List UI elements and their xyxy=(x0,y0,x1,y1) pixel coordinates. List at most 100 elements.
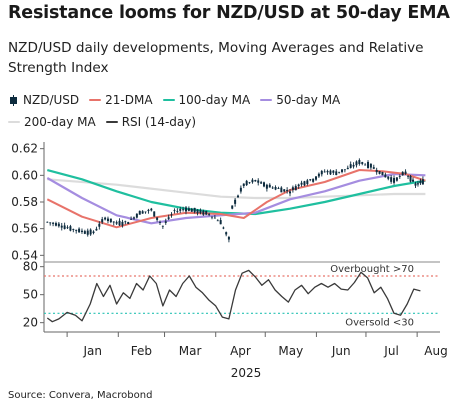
candle-body xyxy=(118,220,121,226)
candle-body xyxy=(234,199,237,204)
legend-label-ma200: 200-day MA xyxy=(24,115,96,129)
candle-body xyxy=(92,231,95,234)
candle-body xyxy=(109,218,112,223)
y-tick-label: 0.58 xyxy=(11,195,38,209)
candle-body xyxy=(52,222,55,224)
candlestick-icon xyxy=(10,94,17,106)
rsi-line xyxy=(46,269,421,323)
candle-body xyxy=(358,160,361,164)
candle-body xyxy=(361,162,364,164)
candle-body xyxy=(158,222,161,223)
legend-label-dma21: 21-DMA xyxy=(105,93,153,107)
candle-body xyxy=(219,220,222,225)
legend: NZD/USD 21-DMA 100-day MA 50-day MA 200-… xyxy=(8,93,388,129)
candle-body xyxy=(199,210,202,214)
y-tick-label: 0.62 xyxy=(11,142,38,156)
candle-body xyxy=(341,169,344,172)
candle-body xyxy=(115,222,118,224)
x-tick-label: Aug xyxy=(424,344,447,358)
candle-body xyxy=(83,231,86,234)
candle-body xyxy=(315,176,318,180)
candle-body xyxy=(231,205,234,209)
x-tick-label: Jan xyxy=(82,344,102,358)
candle-body xyxy=(384,174,387,178)
candle-body xyxy=(66,227,69,229)
ma50-line xyxy=(46,172,426,225)
rsi-y-tick-label: 50 xyxy=(23,288,38,302)
candle-body xyxy=(323,171,326,173)
candle-body xyxy=(72,229,75,230)
candle-body xyxy=(210,216,213,218)
y-tick-label: 0.54 xyxy=(11,248,38,262)
legend-label-rsi: RSI (14-day) xyxy=(121,115,197,129)
chart-title: Resistance looms for NZD/USD at 50-day E… xyxy=(8,3,450,23)
candle-body xyxy=(60,225,63,228)
candle-body xyxy=(409,175,412,182)
candle-body xyxy=(147,209,150,211)
price-panel: 0.54 0.56 0.58 0.60 0.62 xyxy=(11,142,426,332)
candle-body xyxy=(404,171,407,174)
candle-body xyxy=(161,225,164,227)
candle-body xyxy=(283,189,286,192)
candle-body xyxy=(78,228,81,233)
candle-body xyxy=(393,177,396,183)
candle-body xyxy=(421,179,424,185)
candle-body xyxy=(280,187,283,193)
candle-body xyxy=(80,230,83,232)
candle-body xyxy=(412,179,415,182)
candle-body xyxy=(364,164,367,166)
candle-body xyxy=(352,164,355,167)
ma200-line xyxy=(47,178,426,200)
legend-item-rsi: RSI (14-day) xyxy=(105,115,197,129)
candle-body xyxy=(320,170,323,175)
candle-body xyxy=(57,223,60,227)
candle-body xyxy=(176,211,179,212)
legend-swatch-rsi xyxy=(105,120,118,124)
x-tick-label: Feb xyxy=(131,344,152,358)
candle-body xyxy=(227,237,230,240)
legend-item-dma21: 21-DMA xyxy=(89,93,153,107)
x-tick-label: Mar xyxy=(179,344,202,358)
candle-body xyxy=(309,179,312,181)
candle-body xyxy=(367,161,370,168)
candle-body xyxy=(254,180,257,182)
candle-body xyxy=(130,218,133,220)
candle-body xyxy=(86,230,89,235)
candle-body xyxy=(216,220,219,222)
candle-body xyxy=(54,223,57,226)
candle-body xyxy=(75,229,78,231)
candle-body xyxy=(294,186,297,191)
legend-swatch-dma21 xyxy=(89,98,102,102)
candle-body xyxy=(263,182,266,187)
candle-body xyxy=(375,169,378,173)
candle-body xyxy=(398,175,401,177)
legend-swatch-ma200 xyxy=(8,120,20,124)
candle-body xyxy=(112,221,115,223)
candle-body xyxy=(225,232,228,235)
legend-item-ma200: 200-day MA xyxy=(8,115,96,129)
candle-body xyxy=(248,182,251,184)
candle-body xyxy=(303,181,306,186)
candle-body xyxy=(132,217,135,219)
candle-body xyxy=(69,226,72,231)
y-tick-label: 0.60 xyxy=(11,168,38,182)
legend-item-nzdusd: NZD/USD xyxy=(8,93,79,107)
candle-body xyxy=(265,184,268,189)
candle-body xyxy=(335,171,338,176)
x-tick-label: Apr xyxy=(230,344,251,358)
candle-body xyxy=(286,189,289,192)
legend-label-nzdusd: NZD/USD xyxy=(23,93,80,107)
candle-body xyxy=(63,225,66,229)
overbought-label: Overbought >70 xyxy=(330,264,414,275)
legend-item-ma100: 100-day MA xyxy=(162,93,250,107)
candle-body xyxy=(167,217,170,219)
candle-body xyxy=(135,213,138,218)
legend-label-ma50: 50-day MA xyxy=(276,93,341,107)
candle-body xyxy=(378,171,381,174)
candle-body xyxy=(317,173,320,177)
candle-body xyxy=(184,207,187,212)
rsi-y-tick-label: 20 xyxy=(23,316,38,330)
candle-body xyxy=(193,207,196,213)
candle-body xyxy=(277,188,280,189)
legend-swatch-ma50 xyxy=(260,98,273,102)
